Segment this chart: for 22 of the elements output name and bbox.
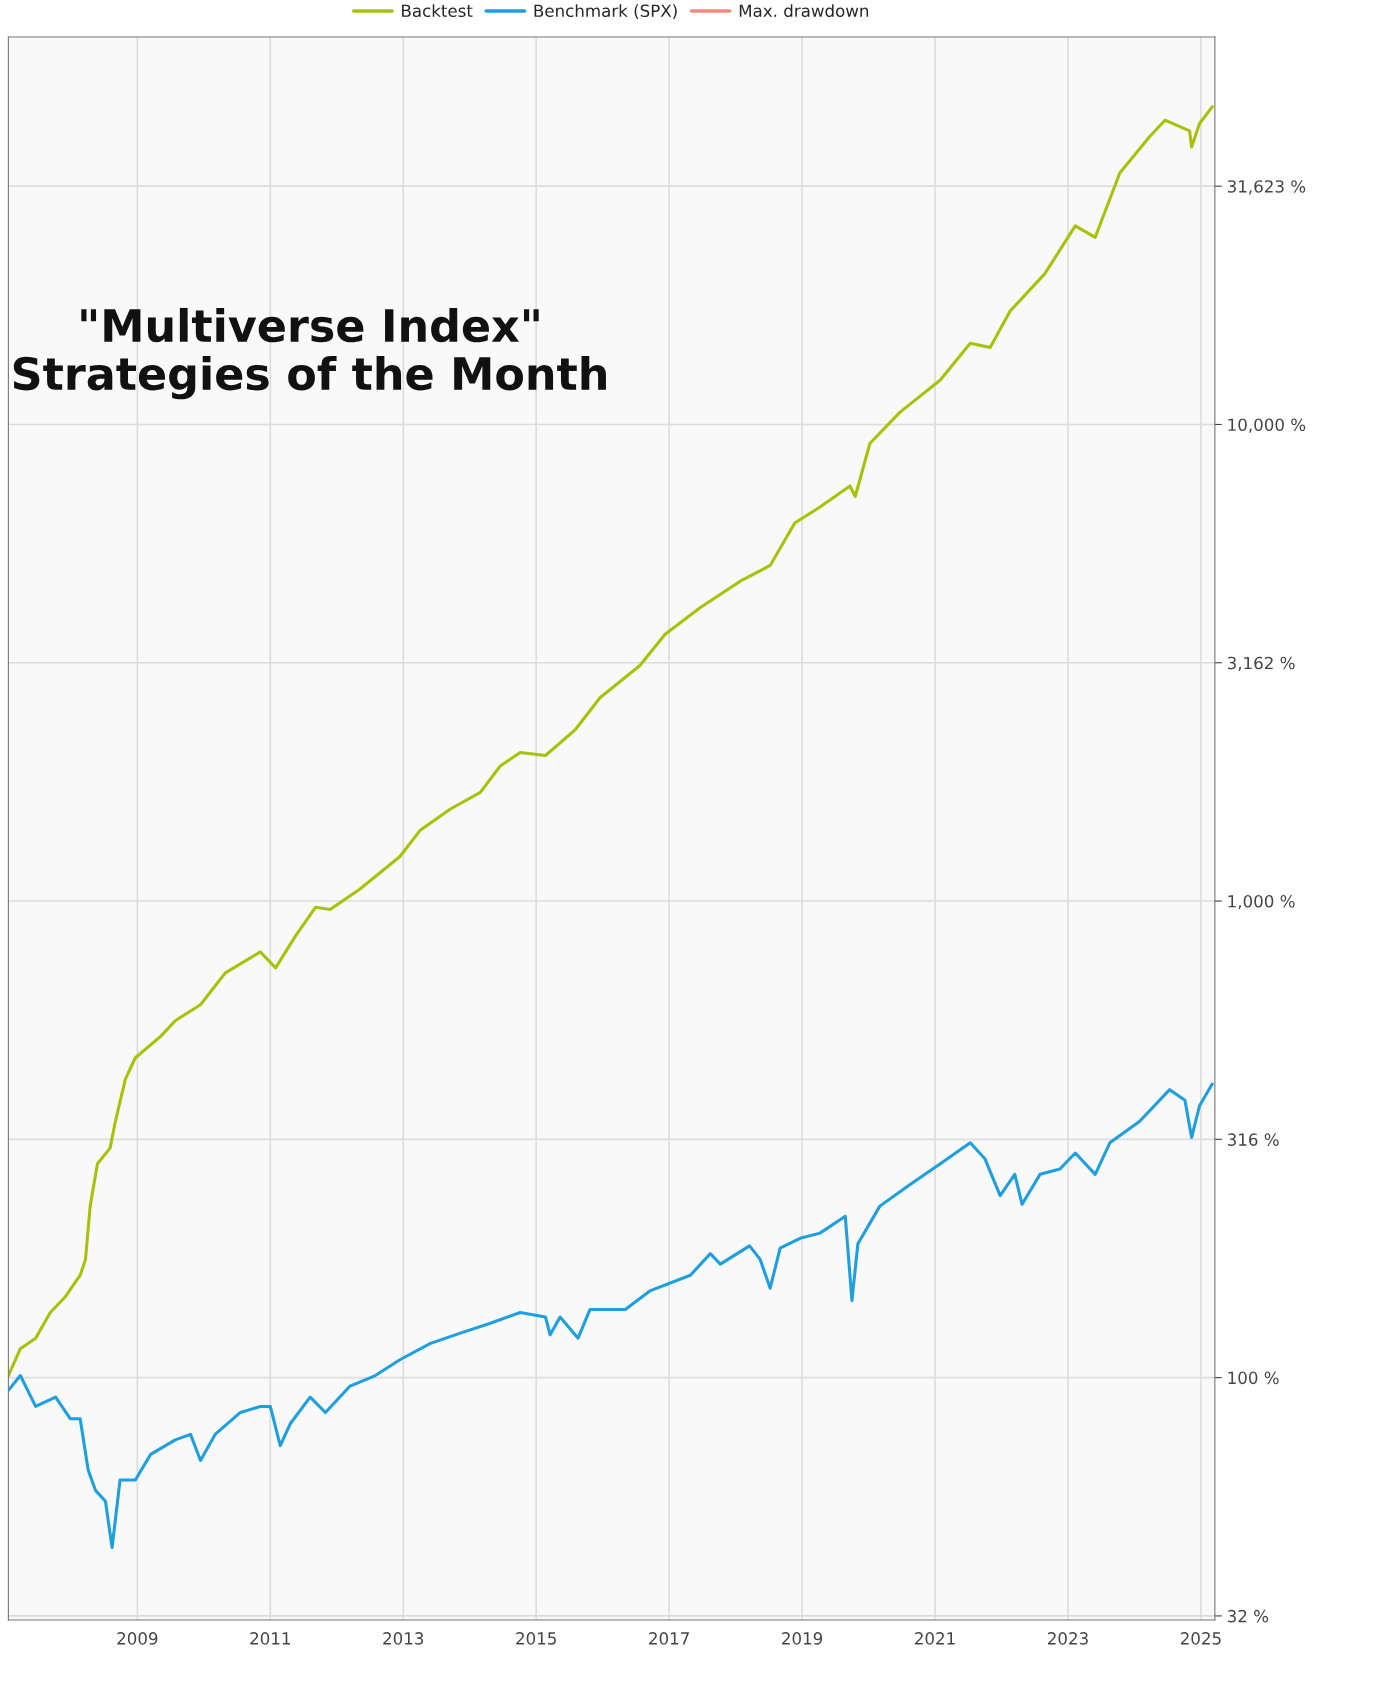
y-tick-label: 100 % xyxy=(1228,1371,1279,1385)
legend-label: Backtest xyxy=(402,4,473,18)
y-tick-label: 1,000 % xyxy=(1228,894,1295,910)
x-tick-label: 2013 xyxy=(383,1632,424,1645)
line-series xyxy=(8,1082,1214,1550)
x-tick-label: 2019 xyxy=(782,1632,823,1645)
x-tick-label: 2017 xyxy=(649,1632,689,1645)
x-tick-label: 2015 xyxy=(516,1632,556,1645)
y-tick-label: 32 % xyxy=(1227,1609,1269,1623)
y-tick-label: 3,162 % xyxy=(1227,656,1295,672)
legend-label: Benchmark (SPX) xyxy=(534,4,677,19)
legend-label: Max. drawdown xyxy=(739,4,869,18)
y-tick-label: 316 % xyxy=(1227,1133,1279,1146)
y-tick-label: 10,000 % xyxy=(1228,418,1306,433)
x-tick-label: 2009 xyxy=(117,1632,158,1645)
x-tick-label: 2025 xyxy=(1180,1632,1221,1645)
x-tick-label: 2023 xyxy=(1047,1632,1088,1645)
text: "Multiverse Index" Strategies of the Month xyxy=(13,307,606,400)
line-series xyxy=(8,105,1214,1378)
x-tick-label: 2021 xyxy=(915,1632,955,1645)
y-tick-label: 31,623 % xyxy=(1227,180,1306,195)
x-tick-label: 2011 xyxy=(250,1632,290,1645)
